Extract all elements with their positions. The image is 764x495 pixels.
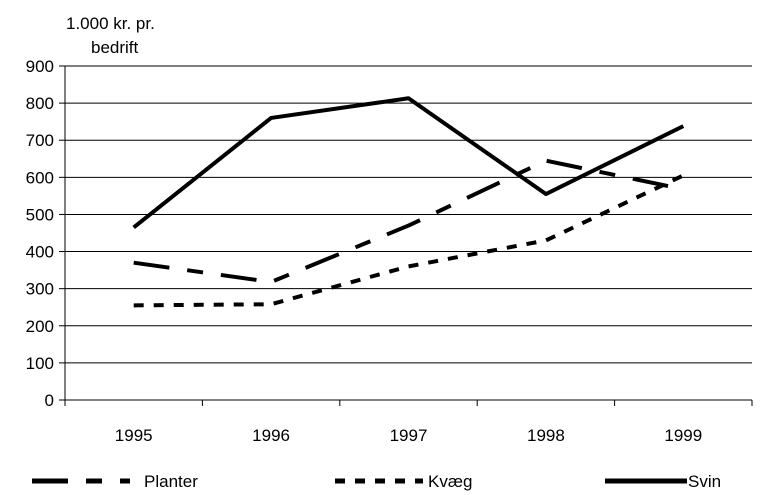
y-tick-labels: 0 100 200 300 400 500 600 700 800 900 [26, 57, 54, 410]
legend-label-svin: Svin [688, 472, 722, 491]
x-tick-label: 1998 [527, 426, 565, 445]
x-tick-label: 1999 [664, 426, 702, 445]
legend-label-planter: Planter [144, 472, 198, 491]
y-tick-label: 800 [26, 94, 54, 113]
series-line-svin [132, 96, 685, 229]
x-tick-labels: 1995 1996 1997 1998 1999 [115, 426, 702, 445]
y-tick-label: 400 [26, 243, 54, 262]
legend-label-kvaeg: Kvæg [428, 472, 473, 491]
legend-swatch-planter [32, 478, 130, 484]
y-tick-label: 0 [45, 391, 54, 410]
y-axis-label-line-1: 1.000 kr. pr. [66, 14, 155, 33]
x-tick-label: 1997 [390, 426, 428, 445]
y-tick-label: 100 [26, 354, 54, 373]
y-axis-label: 1.000 kr. pr. bedrift [66, 12, 155, 60]
y-tick-label: 900 [26, 57, 54, 76]
legend-swatch-kvaeg [335, 478, 423, 484]
y-tick-label: 700 [26, 131, 54, 150]
x-tick-label: 1996 [252, 426, 290, 445]
y-tick-label: 300 [26, 280, 54, 299]
series-line-kv-g [133, 173, 685, 308]
legend-swatch-svin [605, 478, 687, 484]
series-lines [132, 96, 685, 308]
gridlines [65, 65, 752, 364]
y-axis-label-line-2: bedrift [91, 38, 139, 57]
y-tick-label: 500 [26, 205, 54, 224]
axes [59, 65, 753, 406]
y-tick-label: 600 [26, 168, 54, 187]
y-tick-label: 200 [26, 317, 54, 336]
x-tick-label: 1995 [115, 426, 153, 445]
legend: Planter Kvæg Svin [0, 468, 764, 495]
series-line-planter [133, 158, 684, 284]
